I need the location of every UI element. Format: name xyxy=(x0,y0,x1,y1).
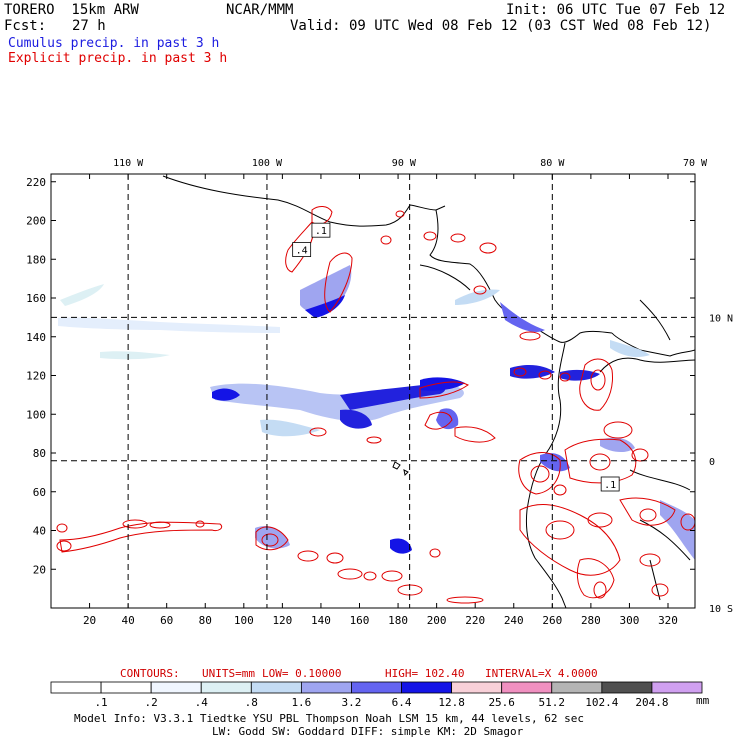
colorbar-swatch xyxy=(601,681,653,694)
colorbar-swatch xyxy=(551,681,603,694)
colorbar-swatch xyxy=(150,681,202,694)
lon-label: 110 W xyxy=(113,158,144,169)
colorbar-level: 3.2 xyxy=(342,696,362,709)
y-tick-label: 120 xyxy=(26,370,46,383)
x-tick-label: 280 xyxy=(581,614,601,627)
x-tick-label: 320 xyxy=(658,614,678,627)
longitude-labels: 110 W 100 W 90 W 80 W 70 W xyxy=(113,158,708,169)
footer-line2: LW: Godd SW: Goddard DIFF: simple KM: 2D… xyxy=(212,725,524,738)
colorbar-level: 204.8 xyxy=(635,696,668,709)
x-tick-label: 40 xyxy=(122,614,135,627)
lon-label: 90 W xyxy=(392,158,417,169)
annotation-label: .1 xyxy=(315,226,327,237)
lat-label: 10 N xyxy=(709,313,733,324)
y-tick-label: 180 xyxy=(26,253,46,266)
colorbar-swatch xyxy=(200,681,252,694)
colorbar-swatch xyxy=(100,681,152,694)
y-tick-label: 80 xyxy=(33,447,46,460)
x-tick-label: 220 xyxy=(465,614,485,627)
init-time: Init: 06 UTC Tue 07 Feb 12 xyxy=(506,2,726,18)
colorbar: .1 .2 .4 .8 1.6 3.2 6.4 12.8 25.6 51.2 102.4 204.8 xyxy=(50,681,703,709)
x-tick-label: 260 xyxy=(542,614,562,627)
x-tick-label: 200 xyxy=(427,614,447,627)
valid-time: Valid: 09 UTC Wed 08 Feb 12 (03 CST Wed … xyxy=(290,18,712,34)
colorbar-level: 6.4 xyxy=(392,696,412,709)
annotation-box xyxy=(292,242,312,257)
colorbar-swatch xyxy=(250,681,302,694)
y-tick-label: 20 xyxy=(33,563,46,576)
colorbar-level: 102.4 xyxy=(585,696,618,709)
colorbar-swatch xyxy=(451,681,503,694)
annotation-label: .4 xyxy=(296,246,308,257)
colorbar-swatch xyxy=(401,681,453,694)
x-tick-label: 100 xyxy=(234,614,254,627)
colorbar-level: 25.6 xyxy=(488,696,515,709)
contour-info: CONTOURS: UNITS=mm LOW= 0.10000 HIGH= 10… xyxy=(120,667,598,680)
footer-line1: Model Info: V3.3.1 Tiedtke YSU PBL Thomp… xyxy=(74,712,584,725)
x-tick-label: 140 xyxy=(311,614,331,627)
x-axis: 20 40 60 80 100 120 140 160 180 200 220 240 260 280 30… xyxy=(83,174,678,627)
x-tick-label: 80 xyxy=(199,614,212,627)
y-axis: 20 40 60 80 100 120 140 160 180 200 220 xyxy=(26,176,695,576)
colorbar-level: 51.2 xyxy=(539,696,566,709)
y-tick-label: 40 xyxy=(33,525,46,538)
lon-label: 80 W xyxy=(540,158,565,169)
colorbar-swatch xyxy=(501,681,553,694)
contour-annotations: .4 .1 .1 xyxy=(292,222,620,492)
low-label: LOW= 0.10000 xyxy=(262,667,341,680)
annotation-box xyxy=(600,476,620,492)
latlon-grid xyxy=(51,174,695,608)
contours-label: CONTOURS: xyxy=(120,667,180,680)
plot-frame xyxy=(50,173,696,609)
y-tick-label: 220 xyxy=(26,176,46,189)
colorbar-swatch xyxy=(351,681,402,694)
colorbar-level: .8 xyxy=(245,696,258,709)
annotation-box xyxy=(311,222,331,238)
units-label: UNITS=mm xyxy=(202,667,255,680)
latitude-labels: 10 N 0 10 S xyxy=(709,313,733,615)
colorbar-level: 1.6 xyxy=(291,696,311,709)
lat-label: 10 S xyxy=(709,604,733,615)
x-tick-label: 120 xyxy=(272,614,292,627)
annotation-label: .1 xyxy=(604,480,616,491)
colorbar-level: .4 xyxy=(195,696,209,709)
fcst-value: 27 h xyxy=(72,18,106,34)
lon-label: 70 W xyxy=(683,158,708,169)
x-tick-label: 60 xyxy=(160,614,173,627)
lon-label: 100 W xyxy=(252,158,283,169)
colorbar-level: 12.8 xyxy=(438,696,465,709)
y-tick-label: 100 xyxy=(26,408,46,421)
org-name: NCAR/MMM xyxy=(226,2,294,18)
y-tick-label: 160 xyxy=(26,292,46,305)
cumulus-label: Cumulus precip. in past 3 h xyxy=(8,36,220,51)
colorbar-swatch xyxy=(300,681,352,694)
colorbar-level: .1 xyxy=(94,696,107,709)
explicit-precip xyxy=(56,206,695,604)
lat-label: 0 xyxy=(709,457,715,468)
x-tick-label: 160 xyxy=(350,614,370,627)
colorbar-swatch xyxy=(50,681,102,694)
colorbar-swatch xyxy=(651,681,703,694)
x-tick-label: 240 xyxy=(504,614,524,627)
map-layer: .4 .1 .1 xyxy=(51,174,695,608)
cumulus-precip xyxy=(58,265,695,560)
x-tick-label: 300 xyxy=(620,614,640,627)
model-name: TORERO 15km ARW xyxy=(4,2,139,18)
x-tick-label: 180 xyxy=(388,614,408,627)
y-tick-label: 60 xyxy=(33,486,46,499)
interval-label: INTERVAL=X 4.0000 xyxy=(485,667,598,680)
colorbar-unit: mm xyxy=(696,694,710,707)
y-tick-label: 200 xyxy=(26,215,46,228)
y-tick-label: 140 xyxy=(26,331,46,344)
fcst-label: Fcst: xyxy=(4,18,47,34)
high-label: HIGH= 102.40 xyxy=(385,667,464,680)
x-tick-label: 20 xyxy=(83,614,96,627)
colorbar-level: .2 xyxy=(145,696,158,709)
explicit-label: Explicit precip. in past 3 h xyxy=(8,51,228,66)
